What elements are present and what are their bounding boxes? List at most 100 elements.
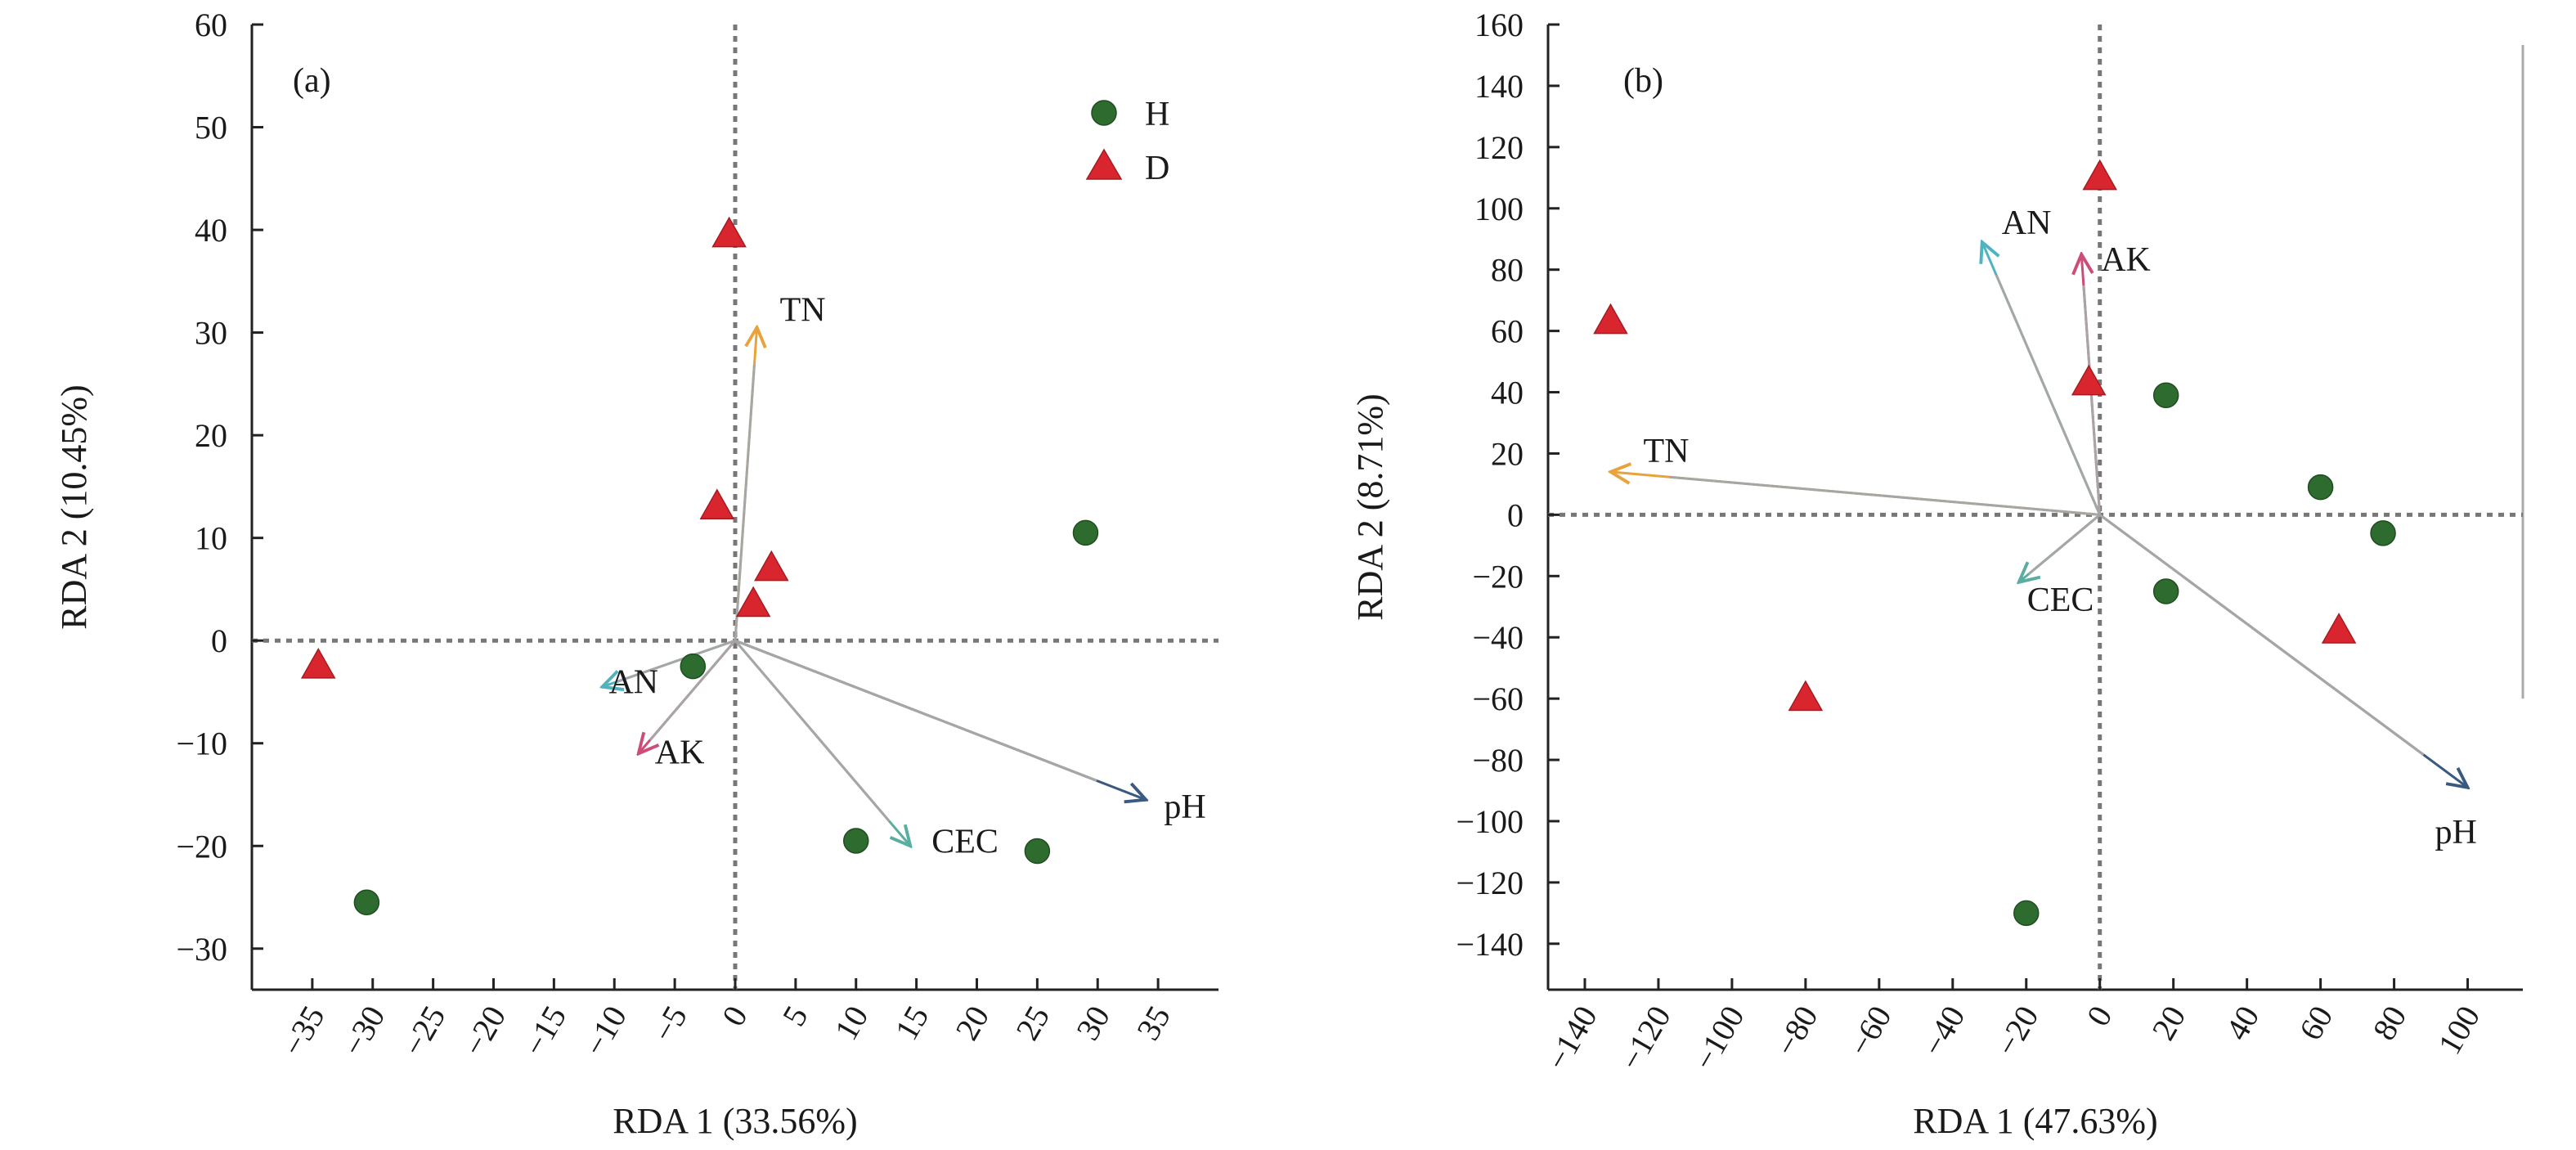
y-tick-label: −20 xyxy=(176,828,227,865)
y-tick-label: 0 xyxy=(211,622,227,659)
y-tick-label: −40 xyxy=(1472,619,1524,656)
x-tick-label: −30 xyxy=(334,1000,392,1062)
y-axis-title: RDA 2 (8.71%) xyxy=(1350,393,1390,620)
point-d xyxy=(1593,303,1628,335)
x-tick-label: 25 xyxy=(1008,1000,1057,1046)
vector-ak: AK xyxy=(639,640,737,771)
vector-label: TN xyxy=(780,291,826,329)
vector-ph: pH xyxy=(734,639,1206,826)
legend: HD xyxy=(1085,96,1169,187)
point-d xyxy=(1788,680,1824,712)
y-axis-title: RDA 2 (10.45%) xyxy=(54,384,94,629)
point-d xyxy=(2082,159,2118,191)
legend-label: H xyxy=(1145,96,1169,133)
vector-ph: pH xyxy=(2098,514,2477,851)
point-h xyxy=(843,828,869,854)
point-h xyxy=(1072,519,1099,546)
y-tick-label: −80 xyxy=(1472,742,1524,779)
vector-shaft xyxy=(734,640,891,823)
point-h xyxy=(2152,382,2179,409)
vector-shaft xyxy=(2098,514,2425,756)
x-tick-label: −5 xyxy=(645,1000,694,1048)
x-tick-label: 15 xyxy=(887,1000,936,1046)
vector-tn: TN xyxy=(1610,433,2100,516)
y-tick-label: 60 xyxy=(195,7,227,43)
vector-label: AK xyxy=(655,734,705,771)
y-tick-label: 160 xyxy=(1474,7,1524,43)
y-tick-label: 140 xyxy=(1474,68,1524,105)
x-tick-label: −15 xyxy=(516,1000,573,1062)
vector-shaft xyxy=(1669,475,2100,516)
y-tick-label: 20 xyxy=(1491,435,1524,472)
point-d xyxy=(754,550,789,582)
x-tick-label: 20 xyxy=(2145,1000,2193,1046)
point-d xyxy=(2321,613,2357,644)
vector-an: AN xyxy=(602,639,736,702)
y-tick-label: 60 xyxy=(1491,313,1524,350)
x-tick-label: 20 xyxy=(948,1000,996,1046)
x-tick-label: 100 xyxy=(2430,1000,2487,1060)
x-tick-label: −140 xyxy=(1539,1000,1604,1076)
x-tick-label: 0 xyxy=(2080,1000,2120,1032)
vector-label: pH xyxy=(1164,788,1205,826)
panel-b: −140−120−100−80−60−40−200204060801001201… xyxy=(1350,7,2524,1141)
point-d xyxy=(2071,364,2107,396)
point-h xyxy=(1024,838,1051,865)
vector-label: AN xyxy=(2002,204,2052,242)
y-tick-label: 40 xyxy=(1491,375,1524,411)
x-tick-label: 80 xyxy=(2365,1000,2413,1046)
y-tick-label: −60 xyxy=(1472,681,1524,717)
vector-an: AN xyxy=(1982,204,2102,515)
y-tick-label: 120 xyxy=(1474,129,1524,166)
vector-label: CEC xyxy=(931,823,999,860)
x-tick-label: −35 xyxy=(274,1000,331,1062)
y-tick-label: 20 xyxy=(195,417,227,454)
legend-marker-h xyxy=(1091,100,1117,126)
x-tick-label: 5 xyxy=(775,1000,815,1032)
y-tick-label: −140 xyxy=(1456,926,1524,963)
x-tick-label: 0 xyxy=(715,1000,755,1032)
point-d xyxy=(735,586,771,618)
y-tick-label: −20 xyxy=(1472,558,1524,595)
y-tick-label: 30 xyxy=(195,315,227,352)
point-h xyxy=(2013,900,2040,927)
vector-cec: CEC xyxy=(734,640,999,860)
y-tick-label: 100 xyxy=(1474,191,1524,227)
point-h xyxy=(2152,578,2179,604)
vector-label: CEC xyxy=(2027,582,2094,619)
panel-label: (a) xyxy=(293,62,331,100)
x-axis-title: RDA 1 (33.56%) xyxy=(613,1101,857,1141)
x-tick-label: 30 xyxy=(1069,1000,1117,1046)
y-tick-label: 10 xyxy=(195,520,227,557)
vector-label: AK xyxy=(2101,241,2151,279)
x-tick-label: −10 xyxy=(577,1000,634,1062)
point-d xyxy=(711,216,747,248)
y-tick-label: −30 xyxy=(176,931,227,968)
y-tick-label: 0 xyxy=(1507,496,1524,533)
x-tick-label: −60 xyxy=(1841,1000,1898,1062)
vector-shaft xyxy=(617,639,736,683)
point-h xyxy=(2307,474,2334,501)
vector-shaft xyxy=(2027,514,2101,576)
legend-marker-d xyxy=(1085,148,1123,180)
x-axis-title: RDA 1 (47.63%) xyxy=(1913,1101,2157,1141)
vector-cec: CEC xyxy=(2019,514,2101,619)
point-h xyxy=(353,889,380,916)
x-tick-label: 10 xyxy=(828,1000,876,1046)
point-d xyxy=(699,488,735,520)
y-tick-label: 40 xyxy=(195,212,227,249)
vector-label: pH xyxy=(2435,814,2477,851)
vector-label: TN xyxy=(1643,433,1689,470)
x-tick-label: −120 xyxy=(1612,1000,1677,1076)
y-tick-label: 50 xyxy=(195,110,227,146)
x-tick-label: 40 xyxy=(2218,1000,2266,1046)
vector-label: AN xyxy=(608,664,658,702)
y-tick-label: 80 xyxy=(1491,252,1524,289)
vector-shaft xyxy=(648,640,737,741)
y-tick-label: −100 xyxy=(1456,803,1524,840)
vector-shaft xyxy=(1995,274,2102,515)
x-tick-label: 60 xyxy=(2291,1000,2340,1046)
point-h xyxy=(2370,520,2396,546)
